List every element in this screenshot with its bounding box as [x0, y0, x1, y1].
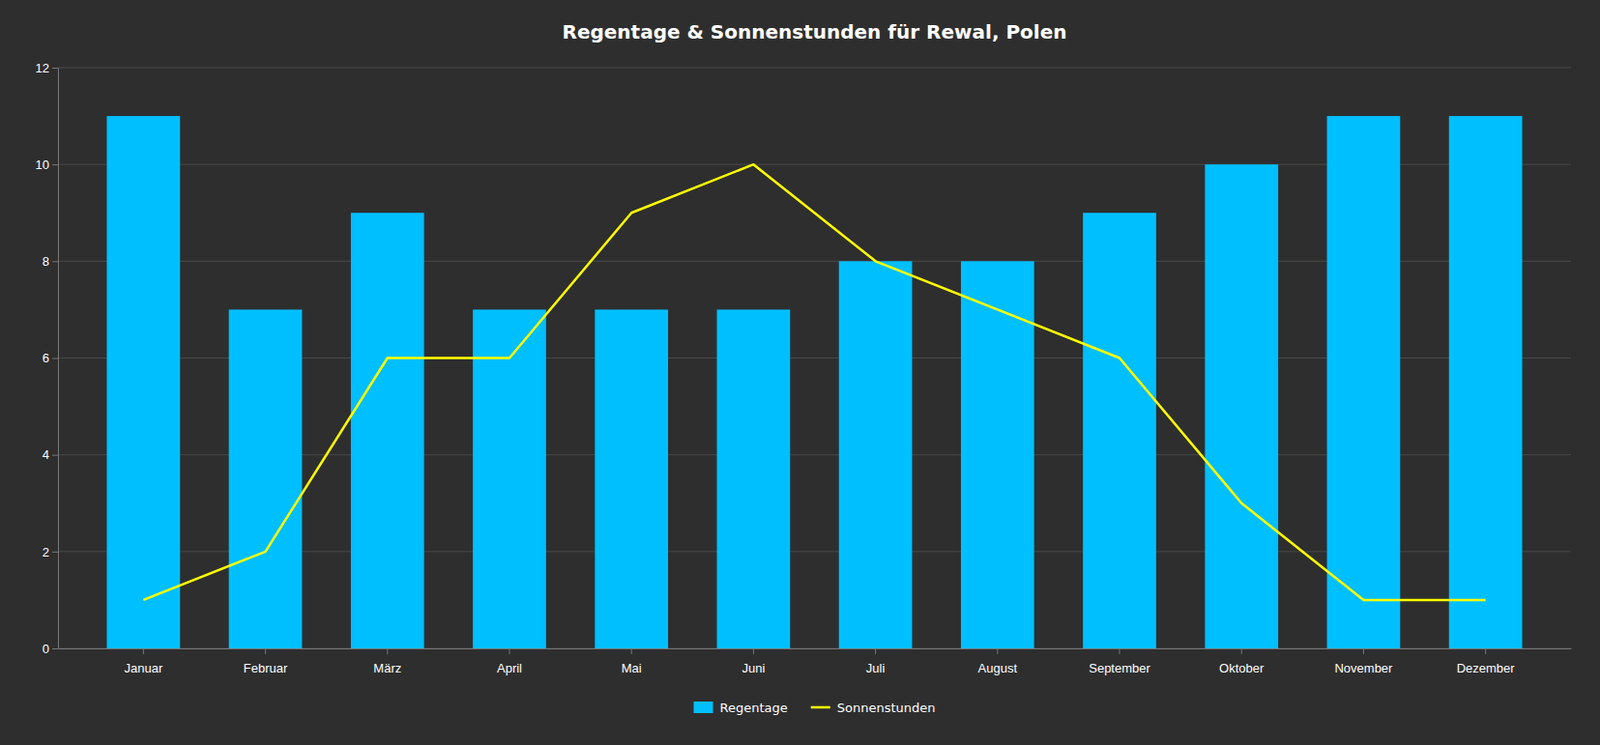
- x-tick: Februar: [243, 648, 289, 676]
- axis-line: [58, 648, 1572, 650]
- tick-mark: [1241, 648, 1243, 655]
- bar: [594, 309, 669, 649]
- tick-mark: [52, 261, 59, 262]
- tick-mark: [264, 648, 266, 655]
- y-axis: 0 2 4 6 8 10 12: [35, 60, 59, 657]
- tick-label: Februar: [243, 661, 289, 676]
- y-tick: 8: [42, 254, 59, 269]
- legend-label: Regentage: [719, 700, 787, 716]
- y-tick: 4: [42, 447, 59, 463]
- tick-label: Juli: [866, 661, 886, 676]
- legend-swatch: [811, 706, 831, 710]
- y-tick: 2: [42, 544, 59, 559]
- title: Regentage & Sonnenstunden für Rewal, Pol…: [561, 20, 1067, 44]
- bar: [717, 309, 791, 649]
- tick-mark: [1363, 648, 1365, 655]
- bar: [472, 309, 547, 649]
- bar: [1082, 212, 1157, 649]
- tick-mark: [1484, 648, 1486, 655]
- bar: [229, 309, 303, 649]
- tick-label: 4: [42, 447, 50, 463]
- tick-label: Oktober: [1219, 661, 1265, 676]
- chart: 0 2 4 6 8 10 12 Januar Februar März April Mai Juni Ju…: [0, 0, 1600, 745]
- tick-label: April: [496, 661, 523, 676]
- x-tick: März: [373, 648, 402, 676]
- y-tick: 0: [42, 641, 59, 657]
- tick-mark: [631, 648, 633, 655]
- x-tick: Juli: [866, 648, 886, 676]
- x-tick: August: [978, 648, 1019, 676]
- tick-label: November: [1334, 661, 1394, 676]
- bar: [1327, 116, 1401, 649]
- background: [0, 0, 1600, 745]
- x-tick: September: [1088, 648, 1151, 676]
- x-tick: April: [496, 648, 523, 676]
- bar: [1449, 116, 1523, 649]
- x-tick: Juni: [741, 648, 765, 676]
- tick-label: August: [978, 661, 1019, 676]
- tick-mark: [52, 552, 59, 553]
- y-tick: 12: [35, 60, 59, 76]
- legend-swatch: [693, 701, 713, 714]
- tick-mark: [874, 648, 876, 655]
- y-tick: 10: [35, 157, 59, 173]
- tick-mark: [508, 648, 510, 655]
- x-tick: Mai: [621, 648, 642, 676]
- bar: [106, 116, 180, 649]
- legend: Regentage Sonnenstunden: [693, 700, 935, 716]
- tick-mark: [52, 648, 59, 650]
- tick-label: Januar: [123, 661, 163, 676]
- bar: [839, 261, 913, 649]
- tick-label: 0: [42, 641, 50, 657]
- x-tick: Oktober: [1219, 648, 1265, 676]
- axis-line: [58, 68, 59, 650]
- tick-label: Juni: [741, 661, 765, 676]
- tick-mark: [52, 164, 59, 166]
- tick-mark: [753, 648, 755, 655]
- legend-item: Sonnenstunden: [811, 700, 936, 716]
- x-axis: Januar Februar März April Mai Juni Juli August S…: [58, 648, 1572, 676]
- marks: [106, 116, 1522, 649]
- tick-mark: [52, 455, 59, 457]
- legend-item: Regentage: [693, 700, 787, 716]
- tick-label: Dezember: [1456, 661, 1516, 676]
- tick-mark: [52, 358, 59, 360]
- tick-label: 12: [35, 60, 50, 76]
- legend-label: Sonnenstunden: [837, 700, 936, 716]
- tick-label: Mai: [621, 661, 642, 676]
- tick-label: 8: [42, 254, 50, 269]
- bar-series: [106, 116, 1522, 649]
- tick-mark: [143, 648, 145, 655]
- tick-mark: [1119, 648, 1121, 655]
- tick-label: September: [1088, 661, 1151, 676]
- grid-line: [58, 67, 1571, 69]
- y-tick: 6: [42, 350, 59, 366]
- x-tick: Januar: [123, 648, 163, 676]
- x-tick: November: [1334, 648, 1394, 676]
- tick-mark: [386, 648, 388, 655]
- tick-label: 10: [35, 157, 50, 173]
- tick-label: 2: [42, 544, 50, 559]
- tick-mark: [996, 648, 998, 655]
- grid: [58, 67, 1571, 649]
- bar: [350, 212, 425, 649]
- bar: [1204, 164, 1279, 649]
- tick-label: 6: [42, 350, 50, 366]
- line: [143, 164, 1485, 601]
- plot-area: 0 2 4 6 8 10 12 Januar Februar März April Mai Juni Ju…: [35, 60, 1572, 676]
- tick-mark: [52, 67, 59, 69]
- x-tick: Dezember: [1456, 648, 1516, 676]
- tick-label: März: [373, 661, 402, 676]
